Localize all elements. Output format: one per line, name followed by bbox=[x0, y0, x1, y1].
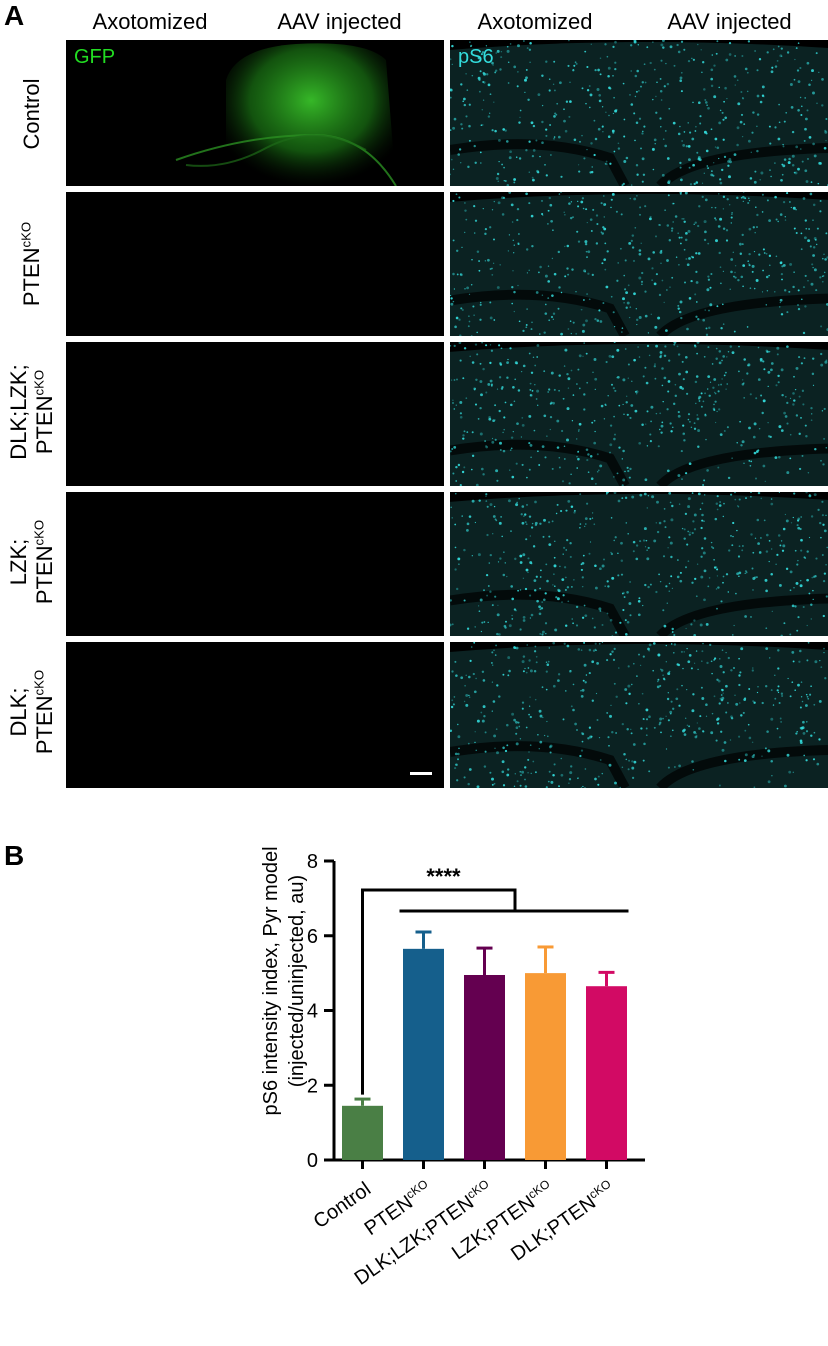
panel-b-letter: B bbox=[4, 840, 25, 871]
ps6-image-dlk-pten bbox=[450, 642, 828, 788]
header-aav-injected-right: AAV injected bbox=[667, 9, 792, 34]
row-label-dlk-pten: DLK; PTENcKO bbox=[6, 669, 57, 755]
row-label-dlk-lzk-pten: DLK;LZK; PTENcKO bbox=[6, 364, 57, 460]
ps6-speckle-texture bbox=[450, 492, 828, 636]
gfp-channel-label: GFP bbox=[74, 46, 116, 68]
header-aav-injected-left: AAV injected bbox=[277, 9, 402, 34]
y-tick-label: 6 bbox=[307, 926, 318, 948]
y-tick-label: 4 bbox=[307, 1001, 318, 1023]
gfp-image-control: GFP bbox=[66, 40, 444, 186]
row-label-lzk-pten: LZK; PTENcKO bbox=[6, 519, 57, 605]
bar bbox=[342, 1105, 383, 1160]
ps6-image-pten bbox=[450, 192, 828, 336]
gfp-image-lzk-pten bbox=[66, 492, 444, 636]
bar bbox=[525, 973, 566, 1160]
ps6-image-lzk-pten bbox=[450, 492, 828, 636]
gfp-image-dlk-lzk-pten bbox=[66, 342, 444, 486]
ps6-image-dlk-lzk-pten bbox=[450, 342, 828, 486]
gfp-image-pten bbox=[66, 192, 444, 336]
ps6-speckle-texture bbox=[450, 642, 828, 788]
y-tick-label: 8 bbox=[307, 851, 318, 873]
ps6-speckle-texture bbox=[450, 192, 828, 336]
ps6-channel-label: pS6 bbox=[458, 46, 494, 68]
y-tick-label: 2 bbox=[307, 1075, 318, 1097]
bar bbox=[464, 974, 505, 1160]
bar-chart: 0 2 4 6 8 **** bbox=[307, 851, 645, 1172]
y-tick-label: 0 bbox=[307, 1150, 318, 1172]
row-label-control: Control bbox=[19, 78, 44, 150]
panel-a-letter: A bbox=[4, 0, 25, 31]
bar bbox=[586, 986, 627, 1160]
bar bbox=[403, 948, 444, 1160]
scale-bar bbox=[410, 772, 432, 775]
header-axotomized-left: Axotomized bbox=[92, 9, 208, 34]
gfp-image-dlk-pten bbox=[66, 642, 444, 788]
ps6-speckle-texture bbox=[450, 342, 828, 486]
row-label-pten: PTENcKO bbox=[18, 221, 44, 307]
ps6-speckle-texture bbox=[450, 40, 828, 186]
header-axotomized-right: Axotomized bbox=[477, 9, 593, 34]
significance-bracket bbox=[361, 888, 517, 1095]
ps6-image-control: pS6 bbox=[450, 40, 828, 186]
significance-label: **** bbox=[426, 864, 461, 889]
